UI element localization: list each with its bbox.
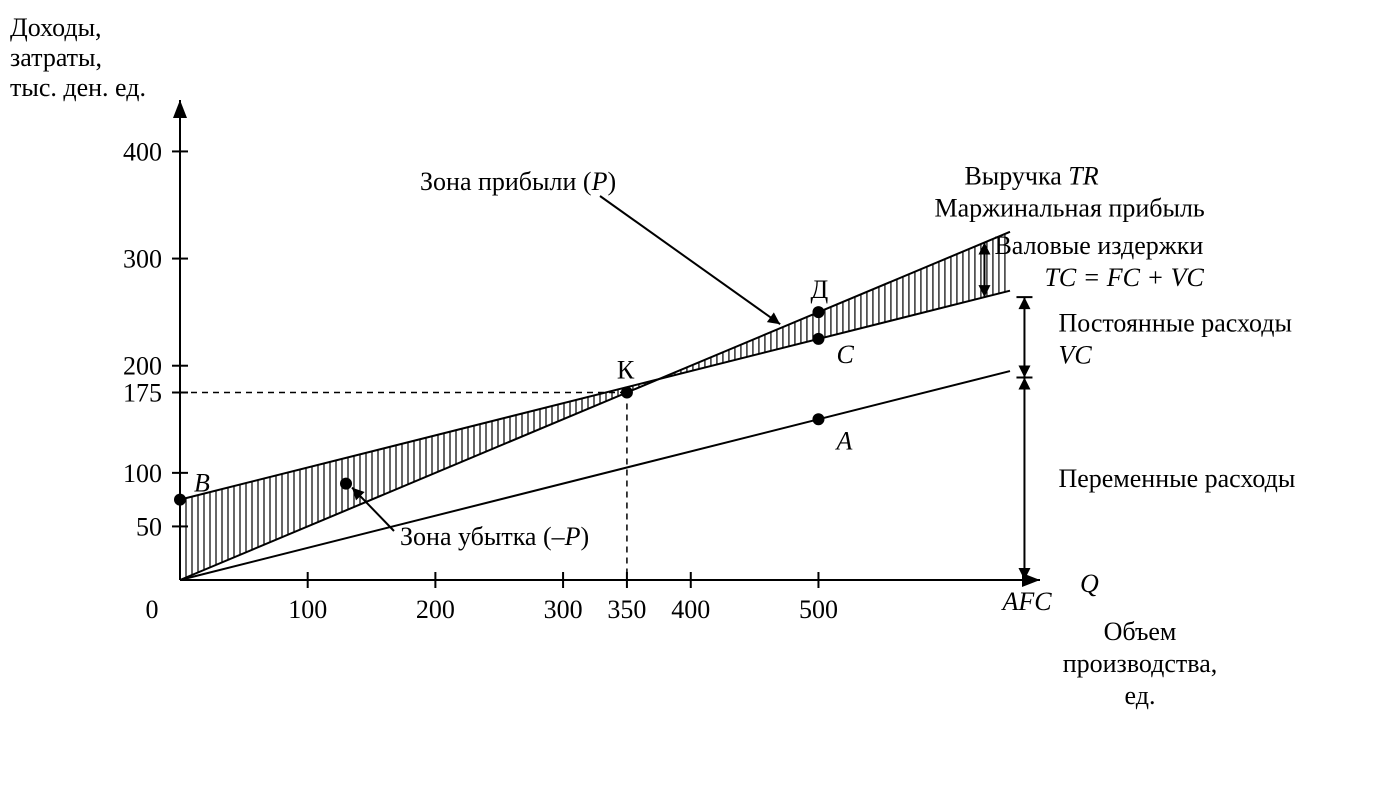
x-tick-label: 100 [288, 595, 327, 624]
label-afc: AFC [1000, 587, 1052, 616]
label-a: A [834, 426, 852, 455]
x-tick-label: 500 [799, 595, 838, 624]
y-tick-label: 175 [123, 379, 162, 408]
arrow-profit-zone [600, 196, 780, 324]
profit-zone-label: Зона прибыли (P) [420, 167, 616, 196]
x-tick-label: 350 [607, 595, 646, 624]
line-tc [180, 291, 1010, 500]
y-tick-label: 100 [123, 459, 162, 488]
label-c: C [836, 340, 854, 369]
x-axis-label-q: Q [1080, 569, 1099, 598]
point-d [812, 306, 824, 318]
y-axis-title: тыс. ден. ед. [10, 73, 146, 102]
x-tick-label: 200 [416, 595, 455, 624]
x-tick-label: 400 [671, 595, 710, 624]
label-k: К [617, 356, 635, 385]
x-axis-title: Объем [1104, 617, 1177, 646]
label-tc-formula: TC = FC + VC [1044, 263, 1204, 292]
y-tick-label: 50 [136, 512, 162, 541]
label-tr: Выручка TR [964, 162, 1098, 191]
x-axis-title: производства, [1063, 649, 1218, 678]
point-loss-interior [340, 478, 352, 490]
point-b [174, 494, 186, 506]
point-k [621, 387, 633, 399]
label-vc: VC [1058, 340, 1092, 369]
line-vc [180, 371, 1010, 580]
y-tick-label: 400 [123, 137, 162, 166]
y-tick-label: 300 [123, 245, 162, 274]
label-variable-costs: Переменные расходы [1058, 464, 1295, 493]
label-tc-text: Валовые издержки [994, 231, 1203, 260]
line-tr [180, 232, 1010, 580]
point-c [812, 333, 824, 345]
y-tick-label: 200 [123, 352, 162, 381]
y-axis-title: затраты, [10, 43, 102, 72]
y-axis-arrow [173, 100, 187, 118]
label-b: B [194, 469, 210, 498]
point-a [812, 413, 824, 425]
x-axis-title: ед. [1125, 681, 1156, 710]
label-fixed-costs: Постоянные расходы [1058, 308, 1291, 337]
origin-label: 0 [146, 595, 159, 624]
y-axis-title: Доходы, [10, 13, 102, 42]
loss-zone-label: Зона убытка (–P) [400, 522, 589, 551]
label-d: Д [810, 275, 828, 304]
label-marginal-profit: Маржинальная прибыль [934, 194, 1204, 223]
x-tick-label: 300 [544, 595, 583, 624]
